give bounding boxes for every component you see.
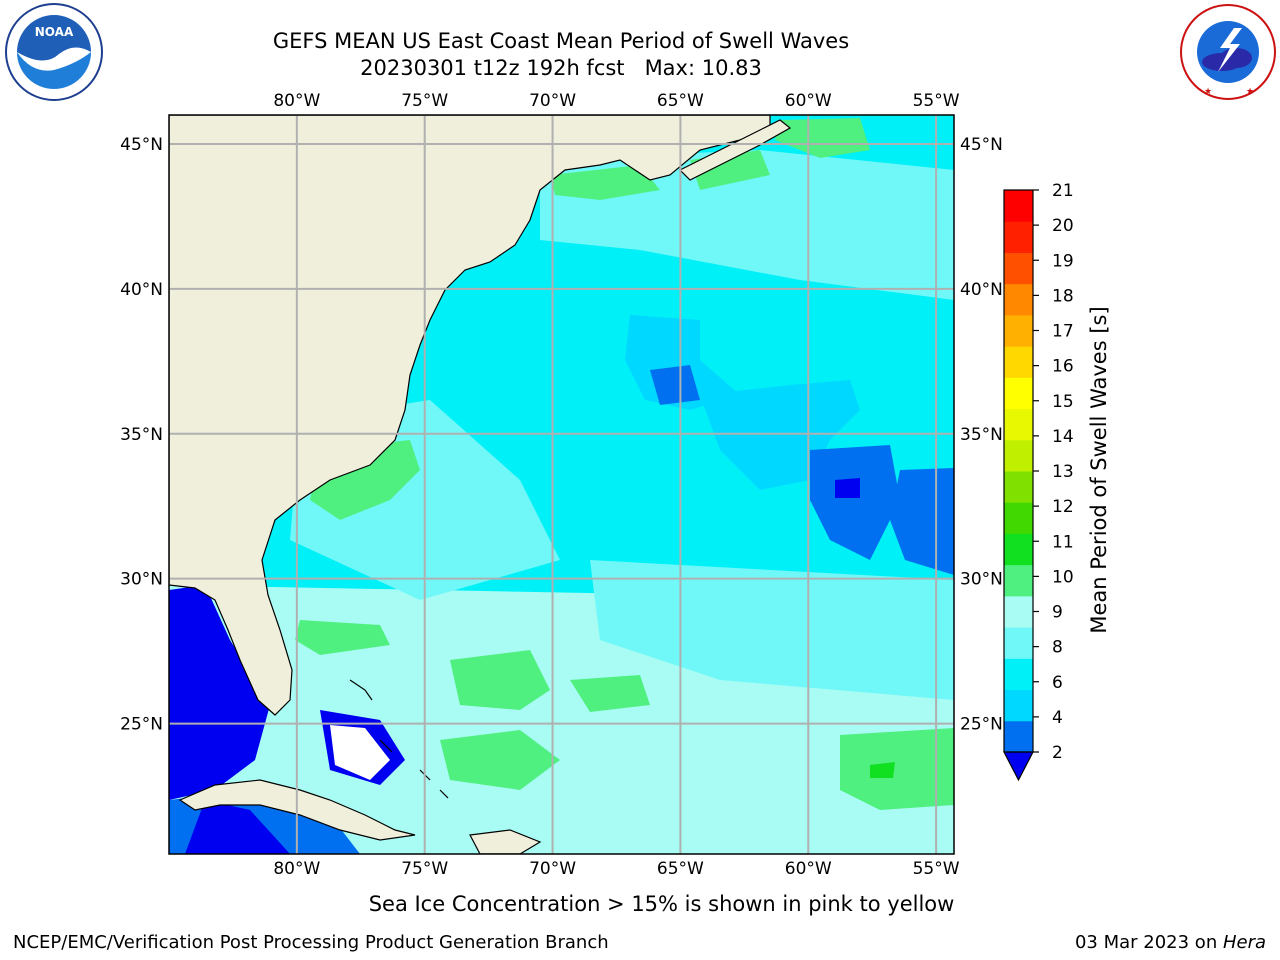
footer-credit: NCEP/EMC/Verification Post Processing Pr…: [13, 932, 609, 953]
footer-host: Hera: [1222, 932, 1266, 953]
colorbar-segment: [1004, 314, 1033, 347]
colorbar-segment: [1004, 595, 1033, 628]
colorbar-segment: [1004, 439, 1033, 472]
colorbar-tick-label: 16: [1052, 357, 1074, 377]
colorbar-tick-label: 8: [1052, 638, 1063, 658]
lon-label-bottom: 55°W: [913, 859, 960, 879]
forecast-subtitle: 20230301 t12z 192h fcst Max: 10.83: [360, 56, 762, 80]
colorbar-tick-label: 4: [1052, 708, 1063, 728]
lat-label-right: 30°N: [960, 570, 1003, 590]
colorbar-tick-label: 6: [1052, 673, 1063, 693]
colorbar-tick-label: 18: [1052, 286, 1074, 306]
colorbar-segment: [1004, 408, 1033, 441]
lon-label-top: 75°W: [401, 91, 448, 111]
colorbar-tick-label: 12: [1052, 497, 1074, 517]
lon-label-bottom: 80°W: [273, 859, 320, 879]
colorbar-tick-label: 20: [1052, 216, 1074, 236]
noaa-logo-text: NOAA: [35, 25, 74, 39]
sea-ice-note: Sea Ice Concentration > 15% is shown in …: [368, 892, 955, 916]
lat-label-left: 35°N: [120, 425, 163, 445]
footer-timestamp: 03 Mar 2023 on Hera: [1075, 932, 1266, 953]
colorbar-tick-label: 2: [1052, 743, 1063, 763]
svg-text:★: ★: [1204, 87, 1212, 97]
colorbar-tick-label: 14: [1052, 427, 1074, 447]
lat-label-right: 35°N: [960, 425, 1003, 445]
lon-label-bottom: 60°W: [785, 859, 832, 879]
colorbar-segment: [1004, 658, 1033, 691]
lon-label-top: 70°W: [529, 91, 576, 111]
colorbar-tick-label: 10: [1052, 567, 1074, 587]
colorbar-segment: [1004, 627, 1033, 659]
lat-label-right: 25°N: [960, 715, 1003, 735]
lon-label-bottom: 70°W: [529, 859, 576, 879]
colorbar-segment: [1004, 720, 1033, 753]
colorbar-tick-label: 17: [1052, 322, 1074, 342]
colorbar-under-arrow: [1003, 751, 1034, 782]
colorbar-segment: [1004, 377, 1033, 410]
colorbar-segment: [1004, 564, 1033, 597]
lon-label-top: 80°W: [273, 91, 320, 111]
colorbar-segment: [1004, 471, 1033, 503]
graticule: [169, 115, 954, 854]
lon-label-top: 60°W: [785, 91, 832, 111]
lat-label-left: 45°N: [120, 135, 163, 155]
colorbar-segment: [1004, 283, 1033, 316]
noaa-logo: NOAA: [5, 3, 103, 101]
colorbar-segment: [1004, 502, 1033, 534]
colorbar-label: Mean Period of Swell Waves [s]: [1087, 306, 1111, 633]
lat-label-left: 40°N: [120, 280, 163, 300]
colorbar-segment: [1004, 533, 1033, 566]
lat-label-right: 40°N: [960, 280, 1003, 300]
lon-label-top: 55°W: [913, 91, 960, 111]
colorbar-segment: [1004, 252, 1033, 285]
colorbar-segment: [1004, 190, 1033, 222]
footer-date: 03 Mar 2023 on: [1074, 932, 1223, 953]
lon-label-top: 65°W: [657, 91, 704, 111]
lat-label-left: 30°N: [120, 570, 163, 590]
lon-label-bottom: 75°W: [401, 859, 448, 879]
lat-label-left: 25°N: [120, 715, 163, 735]
colorbar-tick-label: 21: [1052, 181, 1074, 201]
map-frame: [168, 114, 955, 855]
lon-label-bottom: 65°W: [657, 859, 704, 879]
colorbar-tick-label: 15: [1052, 392, 1074, 412]
lat-label-right: 45°N: [960, 135, 1003, 155]
svg-text:★: ★: [1246, 87, 1254, 97]
colorbar-tick-label: 13: [1052, 462, 1074, 482]
colorbar-segment: [1004, 689, 1033, 722]
colorbar-tick-label: 9: [1052, 603, 1063, 623]
map-title: GEFS MEAN US East Coast Mean Period of S…: [272, 29, 850, 53]
colorbar-tick-label: 19: [1052, 251, 1074, 271]
nws-logo: ★ ★: [1180, 4, 1276, 100]
colorbar-tick-label: 11: [1052, 532, 1074, 552]
colorbar-segment: [1004, 221, 1033, 253]
colorbar-segment: [1004, 346, 1033, 378]
